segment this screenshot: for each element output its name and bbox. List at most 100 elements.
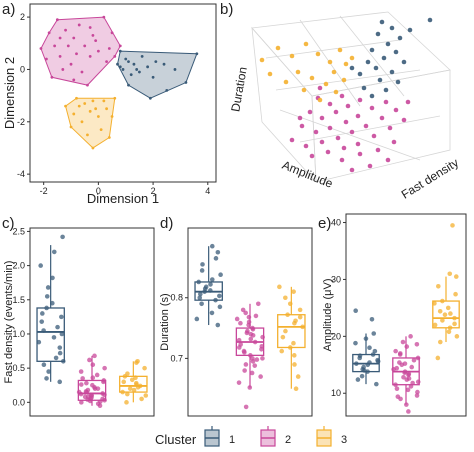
panel-d-cluster-1-point xyxy=(217,304,223,310)
cluster-2-point-3d xyxy=(393,107,399,113)
panel-d-cluster-2-point xyxy=(244,330,250,336)
panel-label-d: d) xyxy=(160,215,173,232)
cluster-2-point-3d xyxy=(341,145,347,151)
panel-d-cluster-2-point xyxy=(247,385,253,390)
panel-c-cluster-3-point xyxy=(131,387,137,393)
panel-e-cluster-2-point xyxy=(402,361,408,366)
panel-b-box xyxy=(251,11,451,184)
panel-e-cluster-2-point xyxy=(393,348,398,354)
panel-d-cluster-3-point xyxy=(293,318,298,324)
cluster-3-point xyxy=(64,104,67,108)
cluster-1-point-3d xyxy=(375,31,381,37)
panel-d-cluster-2-point xyxy=(248,353,253,358)
cluster-2-point-3d xyxy=(319,115,325,121)
cluster-2-point-3d xyxy=(367,163,373,169)
cluster-2-point-3d xyxy=(307,109,313,115)
cluster-3-point xyxy=(105,107,108,111)
panel-d-cluster-2-point xyxy=(248,336,254,342)
cluster-3-point xyxy=(102,99,106,103)
panel-c-cluster-2-point xyxy=(95,386,101,391)
panel-d-cluster-2-point xyxy=(237,345,242,350)
cluster-3-point xyxy=(96,115,100,118)
panel-c-cluster-2-point xyxy=(90,382,95,388)
cluster-2-point xyxy=(88,54,92,58)
panel-b-zlabel: Fast density xyxy=(399,156,461,202)
cluster-2-point xyxy=(118,44,122,48)
panel-c-cluster-1-point xyxy=(45,285,51,290)
panel-c-cluster-2-point xyxy=(101,378,107,383)
panel-d-cluster-3-point xyxy=(283,328,288,334)
panel-d-cluster-1-point xyxy=(213,256,219,261)
panel-a-xlabel: Dimension 1 xyxy=(87,191,159,206)
cluster-2-point xyxy=(91,34,95,37)
panel-e-cluster-3-point xyxy=(446,329,452,335)
panel-d-cluster-2-point xyxy=(243,362,249,367)
legend-item-3-label: 3 xyxy=(341,434,347,446)
panel-a-xtick-label: 0 xyxy=(96,186,101,196)
panel-d-cluster-3-box xyxy=(277,314,306,349)
panel-e-cluster-2-point xyxy=(408,334,413,339)
panel-c-ytick-label: 1.0 xyxy=(12,329,25,339)
panel-a-frame xyxy=(29,3,217,183)
panel-b-grid-5 xyxy=(279,109,421,161)
cluster-2-point xyxy=(94,39,98,43)
cluster-2-point xyxy=(113,54,117,58)
panel-e-cluster-1-point xyxy=(375,359,381,364)
panel-d-cluster-2-point xyxy=(249,370,255,376)
panel-b-right-wall xyxy=(311,69,451,183)
panel-d-cluster-2-point xyxy=(250,333,256,338)
cluster-2-point xyxy=(75,52,78,56)
panel-d-cluster-1-point xyxy=(209,310,215,316)
panel-b-grid-1 xyxy=(265,39,401,59)
cluster-2-point-3d xyxy=(309,153,315,159)
panel-e-cluster-3-point xyxy=(440,318,445,323)
cluster-2-point-3d xyxy=(355,113,361,119)
panel-a-scatter: Dimension 1 Dimension 2 -2 0 2 4 -4 -2 0 2 xyxy=(2,3,217,206)
panel-d-cluster-2-point xyxy=(260,334,265,340)
panel-e-cluster-3-point xyxy=(445,305,451,311)
panel-d-cluster-3-point xyxy=(291,289,296,294)
panel-e-cluster-2-point xyxy=(409,364,415,370)
panel-d-cluster-3-point xyxy=(297,314,303,320)
cluster-3-point-3d xyxy=(289,53,295,59)
cluster-1-point xyxy=(121,68,125,71)
cluster-3-point xyxy=(107,136,111,139)
panel-e-cluster-2-point xyxy=(406,376,412,381)
cluster-2-point-3d xyxy=(387,125,393,131)
panel-a-ytick-label: 0 xyxy=(20,64,25,74)
cluster-1-point-3d xyxy=(401,59,407,65)
cluster-1-point xyxy=(148,96,152,100)
cluster-1-point-3d xyxy=(369,93,375,99)
cluster-3-point-3d xyxy=(327,59,333,65)
panel-e-cluster-2-point xyxy=(415,379,421,385)
cluster-2-point xyxy=(88,26,92,29)
panel-d-cluster-3-point xyxy=(287,345,293,350)
panel-b-ylabel: Duration xyxy=(228,66,250,113)
cluster-3-point xyxy=(113,96,117,100)
cluster-3-point-3d xyxy=(301,87,307,93)
cluster-3-point xyxy=(83,102,87,105)
cluster-2-point-3d xyxy=(333,109,339,115)
panel-e-cluster-1-point xyxy=(363,336,369,341)
cluster-2-point-3d xyxy=(345,103,351,109)
cluster-3-point xyxy=(91,99,95,103)
panel-e-cluster-2-point xyxy=(404,344,410,349)
panel-e-cluster-1-point xyxy=(367,345,372,351)
panel-d-cluster-1-point xyxy=(209,277,215,282)
panel-c-cluster-2-point xyxy=(102,365,107,371)
cluster-3-point-3d xyxy=(323,81,329,87)
cluster-1-point xyxy=(138,70,141,74)
panel-c-ytick-label: 0.5 xyxy=(12,363,25,373)
panel-c-cluster-1-point xyxy=(41,362,47,368)
panel-e-cluster-1-point xyxy=(357,353,363,358)
panel-c-ylabel: Fast density (events/min) xyxy=(3,261,15,384)
panel-c-cluster-3-point xyxy=(121,379,127,385)
cluster-2-point xyxy=(102,15,106,19)
legend-item-1-label: 1 xyxy=(229,434,235,446)
panel-c-cluster-3-point xyxy=(124,400,129,405)
cluster-1-point-3d xyxy=(357,71,363,77)
cluster-1-point-3d xyxy=(395,79,401,85)
panel-e-ylabel: Amplitude (μV) xyxy=(322,279,334,352)
cluster-3-point-3d xyxy=(295,69,301,75)
cluster-2-point-3d xyxy=(391,139,397,145)
